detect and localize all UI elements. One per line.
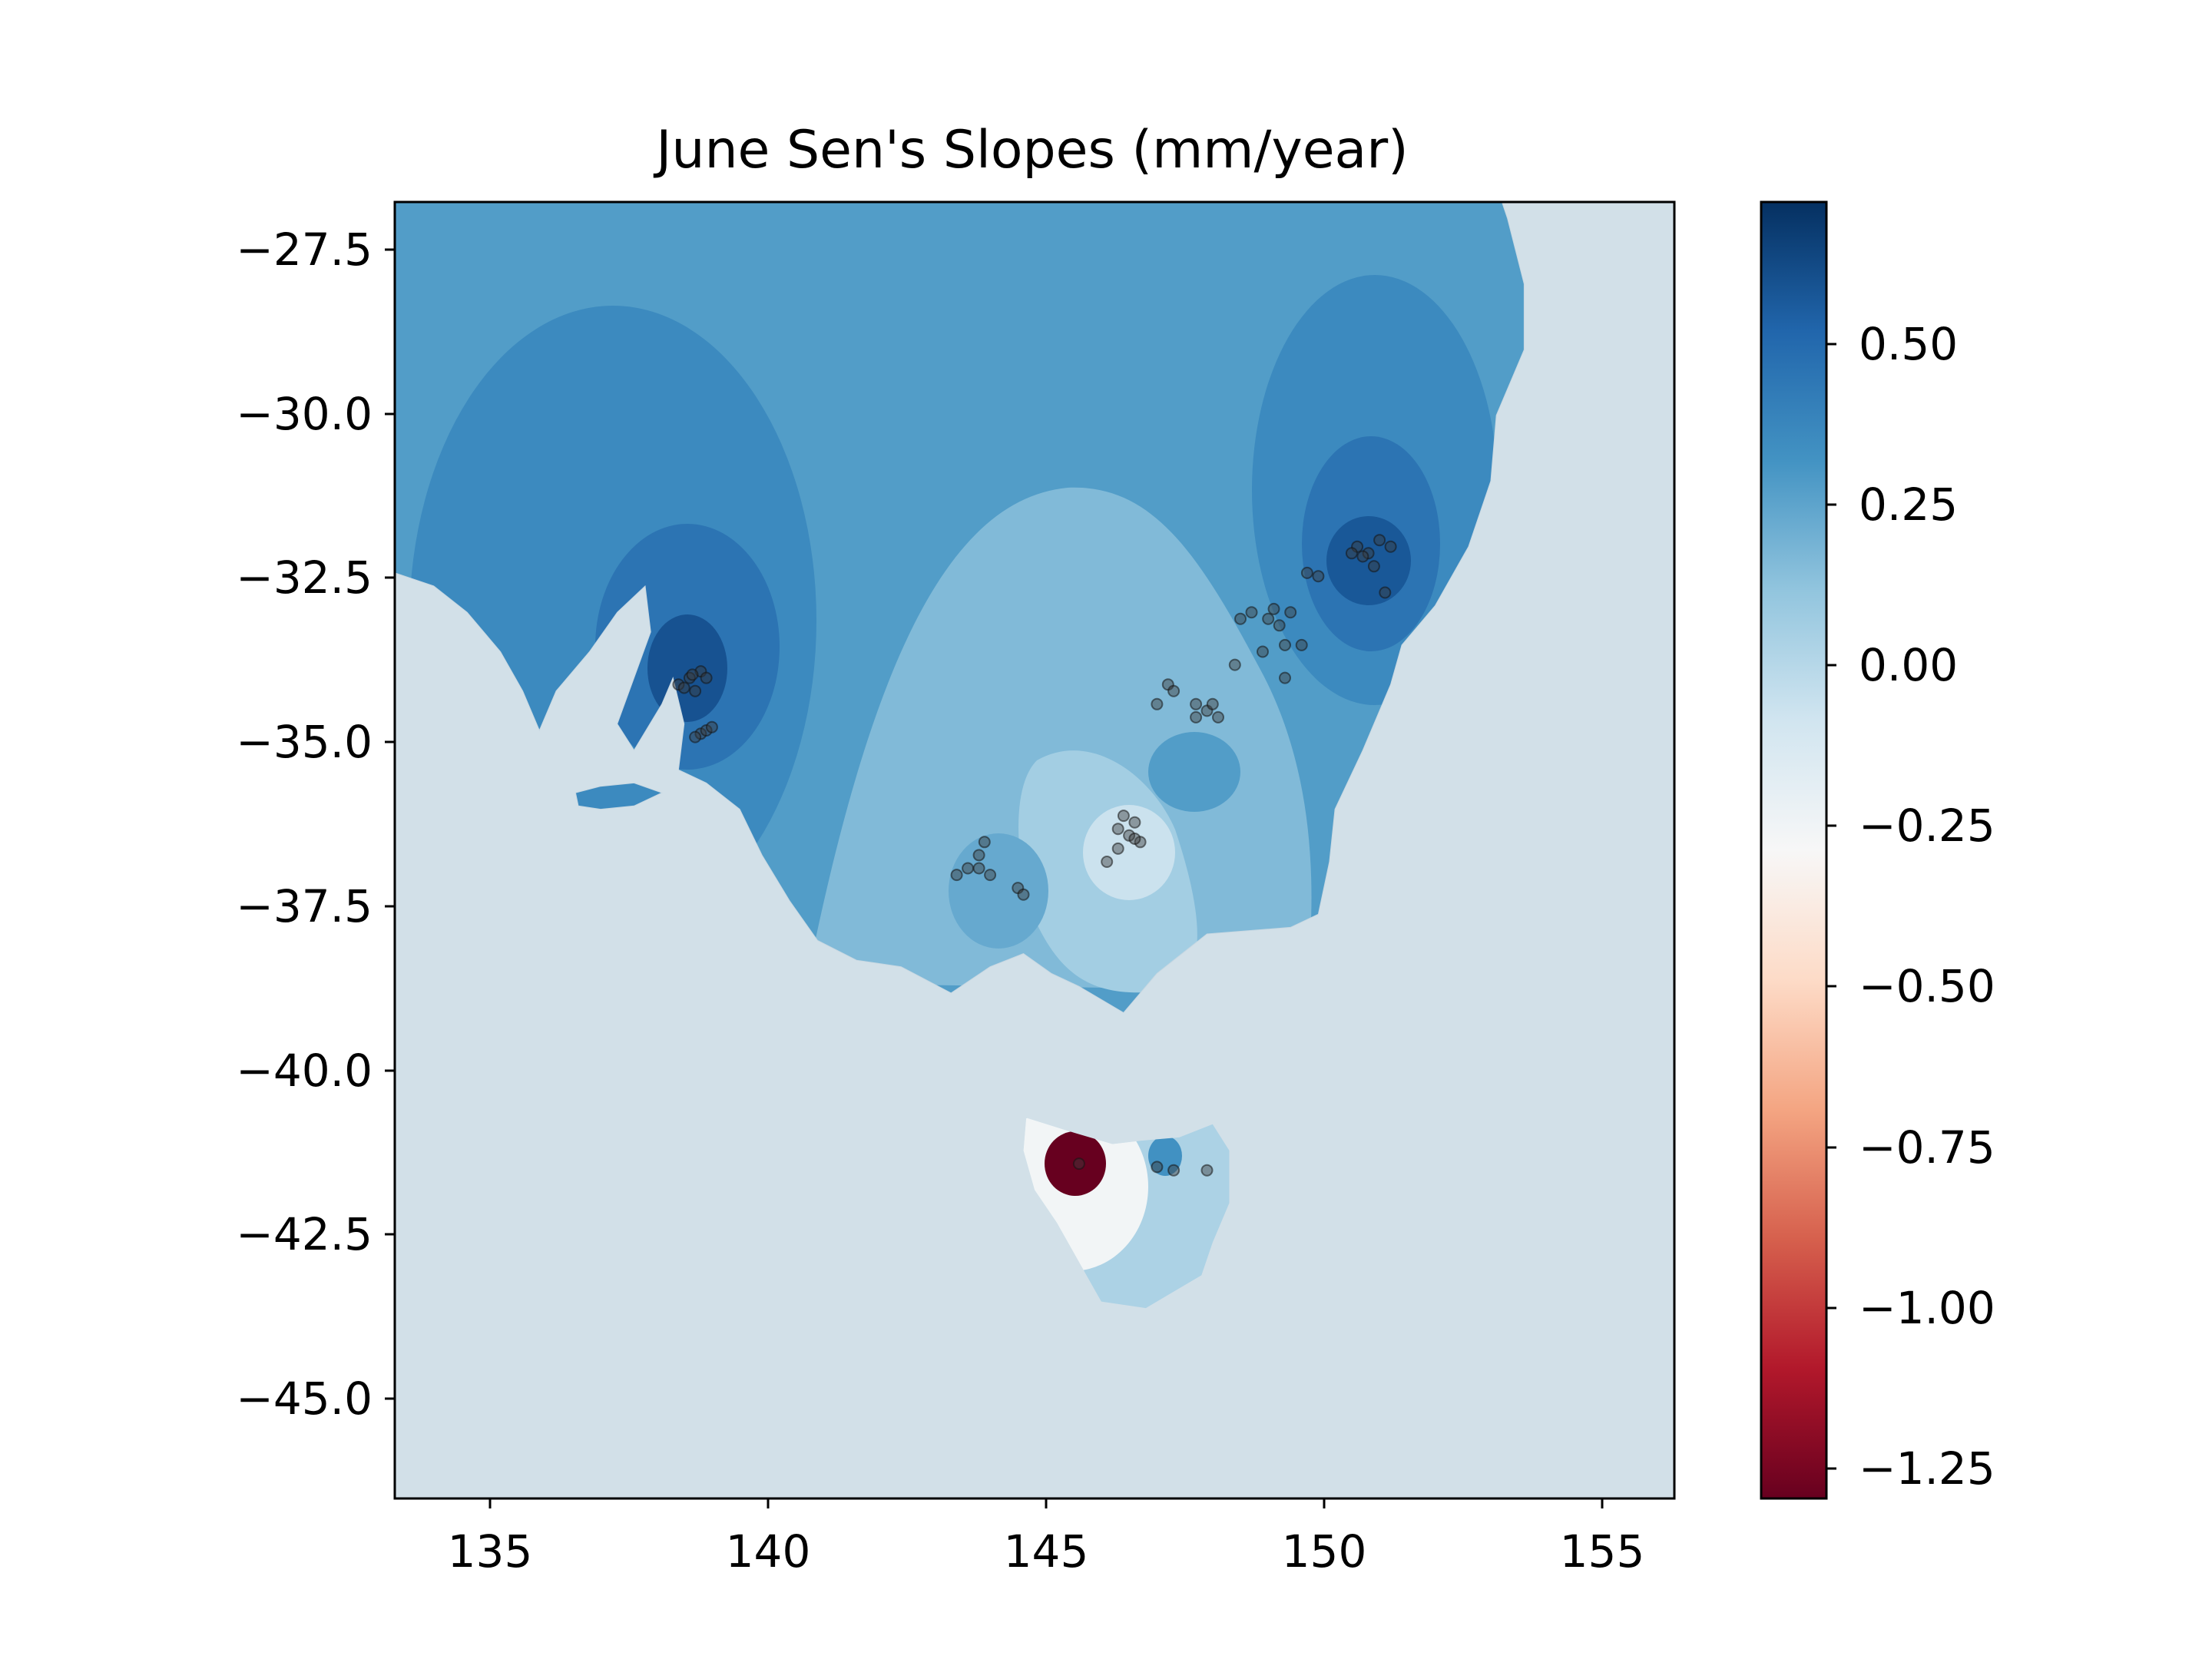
colorbar: 0.50 0.25 0.00 −0.25 −0.50 −0.75 −1.00 −… — [1760, 200, 1995, 1500]
x-axis: 135 140 145 150 155 — [448, 1498, 1645, 1578]
y-tick-label: −40.0 — [236, 1045, 373, 1097]
station-point — [984, 869, 997, 882]
station-point — [1273, 619, 1286, 632]
plot-frame — [393, 200, 1676, 1500]
station-point — [1017, 888, 1030, 901]
chart-title: June Sen's Slopes (mm/year) — [653, 120, 1408, 180]
station-point — [1379, 586, 1392, 599]
x-tick-label: 140 — [726, 1525, 811, 1578]
station-point — [1267, 602, 1280, 615]
station-point — [1300, 566, 1313, 579]
station-point — [1200, 1164, 1214, 1177]
station-point — [1295, 638, 1308, 651]
map-layer — [395, 202, 1525, 1309]
station-point — [1167, 1164, 1181, 1177]
station-point — [1245, 606, 1258, 619]
station-point — [1284, 606, 1297, 619]
station-point — [686, 668, 699, 681]
station-point — [1356, 550, 1369, 563]
y-tick-label: −32.5 — [236, 551, 373, 604]
y-tick-label: −37.5 — [236, 880, 373, 932]
x-tick-label: 155 — [1560, 1525, 1645, 1578]
station-point — [1228, 658, 1241, 671]
station-point — [1117, 810, 1130, 823]
station-point — [1111, 842, 1124, 855]
region-tasmania-hotspot — [1045, 1131, 1106, 1196]
station-point — [689, 730, 702, 743]
station-point — [1312, 570, 1325, 583]
station-point — [1128, 833, 1141, 845]
station-point — [1234, 612, 1247, 625]
y-tick-label: −30.0 — [236, 388, 373, 440]
colorbar-tick-label: 0.50 — [1859, 318, 1958, 370]
colorbar-tick-label: 0.00 — [1859, 639, 1958, 691]
colorbar-tick-label: −0.25 — [1859, 800, 1995, 852]
colorbar-tick-label: 0.25 — [1859, 478, 1958, 531]
colorbar-frame — [1760, 200, 1828, 1500]
station-point — [1190, 697, 1203, 710]
station-point — [700, 671, 713, 684]
station-point — [1151, 1161, 1164, 1174]
station-point — [1279, 638, 1291, 651]
station-point — [689, 684, 702, 697]
station-point — [705, 720, 718, 733]
region-victoria-core — [1083, 805, 1175, 900]
station-point — [1190, 710, 1203, 724]
station-point — [950, 869, 963, 882]
station-point — [1111, 823, 1124, 836]
station-point — [1373, 534, 1386, 547]
region-western-vic-cell — [949, 833, 1048, 949]
colorbar-tick-label: −1.25 — [1859, 1442, 1995, 1495]
y-tick-label: −27.5 — [236, 224, 373, 276]
region-nsw-core — [1326, 516, 1411, 605]
y-tick-label: −42.5 — [236, 1208, 373, 1260]
region-canberra-cell — [1148, 732, 1240, 812]
mainland-coastline — [395, 202, 1525, 1014]
region-tasmania-east-cell — [1148, 1136, 1182, 1176]
station-point — [1167, 684, 1181, 697]
y-axis: −27.5 −30.0 −32.5 −35.0 −37.5 −40.0 −42.… — [236, 224, 395, 1425]
x-tick-label: 150 — [1282, 1525, 1367, 1578]
x-tick-label: 135 — [448, 1525, 533, 1578]
colorbar-fill — [1761, 202, 1826, 1498]
colorbar-tick-label: −1.00 — [1859, 1282, 1995, 1334]
station-point — [962, 862, 975, 875]
station-point — [1279, 671, 1291, 684]
y-tick-label: −35.0 — [236, 716, 373, 768]
station-point — [1128, 816, 1141, 829]
station-point — [677, 681, 690, 694]
x-tick-label: 145 — [1004, 1525, 1089, 1578]
station-point — [972, 862, 985, 875]
colorbar-tick-label: −0.50 — [1859, 960, 1995, 1012]
station-point — [1151, 697, 1164, 710]
station-point — [1345, 547, 1358, 560]
station-point — [978, 836, 991, 849]
mainland-shaded-regions — [395, 202, 1525, 1013]
station-point — [972, 849, 985, 862]
station-point — [1212, 710, 1224, 724]
y-tick-label: −45.0 — [236, 1373, 373, 1425]
colorbar-tick-label: −0.75 — [1859, 1121, 1995, 1174]
station-point — [1257, 645, 1269, 658]
station-point — [1072, 1157, 1085, 1171]
station-point — [1101, 856, 1114, 868]
station-point — [1206, 697, 1219, 710]
station-point — [1262, 612, 1275, 625]
station-point — [1384, 540, 1397, 553]
station-point — [1367, 560, 1380, 573]
station-markers — [672, 534, 1397, 1177]
region-sa-core — [647, 614, 727, 722]
